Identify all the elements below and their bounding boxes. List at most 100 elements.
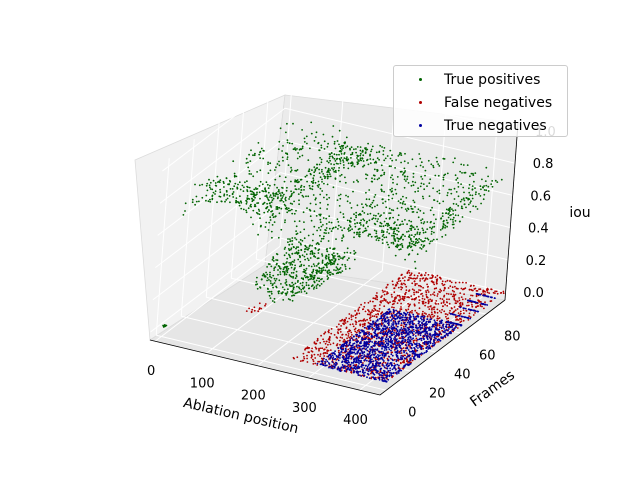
point-true-negatives [369, 323, 371, 325]
point-false-negatives [461, 298, 464, 301]
point-false-negatives [453, 310, 456, 313]
point-true-positives [341, 229, 343, 232]
point-true-positives [403, 178, 406, 181]
point-false-negatives [313, 341, 316, 344]
point-true-negatives [383, 360, 385, 362]
point-true-positives [271, 236, 273, 239]
point-false-negatives [475, 306, 477, 309]
point-true-positives [231, 192, 234, 195]
point-true-negatives [386, 363, 388, 366]
point-true-negatives [350, 361, 353, 364]
point-true-negatives [438, 322, 441, 325]
point-true-negatives [398, 364, 400, 367]
point-true-negatives [383, 365, 385, 367]
point-true-positives [288, 249, 291, 252]
point-false-negatives [398, 337, 401, 340]
point-true-positives [367, 235, 370, 237]
point-false-negatives [470, 294, 472, 297]
point-false-negatives [462, 309, 465, 311]
point-true-positives [304, 258, 306, 261]
point-true-positives [386, 225, 389, 227]
point-true-positives [253, 154, 256, 157]
point-true-positives [338, 157, 341, 160]
point-true-positives [323, 232, 326, 234]
point-true-positives [288, 142, 291, 145]
point-false-negatives [378, 307, 381, 310]
point-false-negatives [432, 316, 434, 318]
point-true-positives [321, 259, 324, 262]
point-false-negatives [469, 285, 472, 287]
point-true-positives [328, 153, 331, 156]
point-false-negatives [424, 304, 426, 307]
point-true-positives [452, 209, 454, 212]
point-true-positives [303, 255, 306, 258]
point-true-positives [264, 226, 267, 228]
point-true-positives [269, 184, 271, 187]
point-false-negatives [367, 301, 370, 304]
point-true-negatives [447, 334, 449, 337]
point-true-positives [344, 176, 346, 179]
point-true-positives [431, 226, 434, 229]
point-true-positives [316, 277, 319, 280]
point-true-negatives [403, 312, 406, 315]
grid-line-y [155, 158, 170, 336]
point-false-negatives [408, 272, 411, 274]
point-true-positives [233, 174, 236, 177]
point-true-positives [239, 195, 241, 198]
point-true-positives [341, 239, 343, 242]
point-false-negatives [429, 277, 432, 279]
point-true-positives [457, 204, 460, 207]
point-false-negatives [465, 309, 468, 312]
point-true-positives [313, 280, 316, 283]
point-true-positives [267, 229, 270, 231]
point-true-negatives [395, 351, 397, 354]
point-true-negatives [393, 365, 395, 367]
point-true-negatives [380, 330, 382, 333]
point-true-positives [344, 264, 346, 266]
point-true-positives [291, 240, 294, 242]
point-false-negatives [415, 291, 418, 294]
point-true-positives [299, 231, 302, 234]
point-true-negatives [433, 341, 436, 344]
point-true-positives [304, 175, 307, 178]
point-true-positives [333, 142, 336, 145]
point-true-negatives [373, 349, 376, 351]
point-true-negatives [337, 366, 340, 368]
point-false-negatives [324, 352, 327, 354]
point-true-positives [353, 231, 356, 234]
point-true-negatives [372, 360, 375, 363]
point-true-positives [465, 197, 468, 199]
point-true-positives [298, 254, 301, 257]
point-true-positives [452, 202, 455, 205]
point-true-positives [341, 237, 343, 240]
point-true-negatives [396, 325, 399, 328]
point-true-positives [341, 149, 343, 151]
point-true-negatives [383, 349, 386, 351]
point-false-negatives [400, 362, 402, 365]
point-false-negatives [361, 319, 363, 322]
point-true-positives [334, 160, 337, 162]
point-true-positives [487, 175, 489, 178]
point-false-negatives [344, 322, 347, 324]
point-false-negatives [433, 283, 436, 286]
point-true-negatives [433, 336, 436, 338]
point-true-positives [223, 194, 226, 197]
point-true-negatives [379, 332, 382, 335]
point-true-negatives [398, 332, 400, 334]
point-false-negatives [311, 350, 314, 353]
point-true-positives [394, 254, 397, 257]
point-true-positives [433, 231, 435, 234]
point-true-positives [365, 198, 368, 201]
point-true-positives [408, 234, 411, 237]
point-true-negatives [408, 343, 411, 345]
point-true-positives [292, 246, 295, 249]
point-true-positives [272, 197, 275, 200]
point-false-negatives [426, 315, 429, 318]
point-true-positives [312, 263, 315, 265]
point-true-positives [209, 188, 212, 190]
point-true-negatives [414, 343, 417, 346]
point-false-negatives [391, 280, 394, 283]
point-true-negatives [395, 359, 398, 361]
point-true-negatives [341, 360, 344, 363]
